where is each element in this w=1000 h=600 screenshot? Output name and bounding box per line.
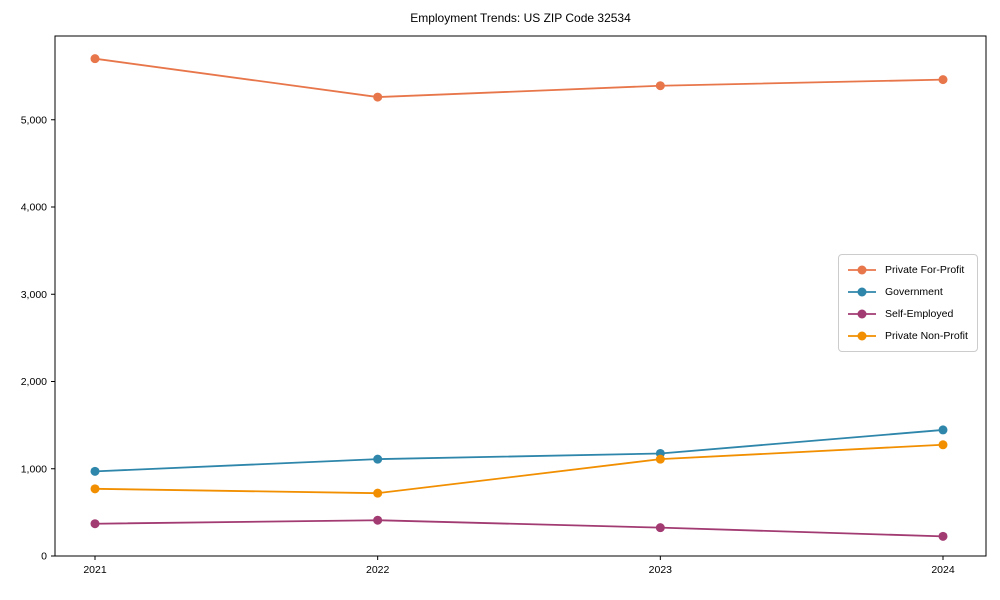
legend-label: Private For-Profit: [885, 264, 965, 276]
series-line-private-non-profit: [94, 443, 944, 495]
legend-marker-icon: [848, 309, 876, 319]
x-tick-label: 2023: [649, 564, 673, 576]
data-point-private-for-profit-2021: [90, 54, 100, 64]
legend-label: Private Non-Profit: [885, 330, 968, 342]
series-line-government: [94, 429, 944, 473]
data-point-private-non-profit-2024: [938, 440, 948, 450]
y-tick-label: 4,000: [21, 202, 47, 214]
y-tick-label: 1,000: [21, 463, 47, 475]
data-point-government-2024: [938, 425, 948, 435]
x-tick-label: 2021: [83, 564, 107, 576]
y-tick-label: 0: [41, 551, 47, 563]
legend-marker-icon: [848, 265, 876, 275]
data-point-self-employed-2022: [373, 515, 383, 525]
data-point-self-employed-2021: [90, 519, 100, 529]
data-point-private-for-profit-2024: [938, 75, 948, 85]
x-tick-label: 2024: [931, 564, 955, 576]
series-line-private-for-profit: [94, 57, 944, 98]
legend-item-private-for-profit: Private For-Profit: [847, 261, 969, 279]
data-point-government-2022: [373, 454, 383, 464]
data-point-self-employed-2024: [938, 531, 948, 541]
legend-marker-icon: [848, 287, 876, 297]
series-line-self-employed: [94, 519, 944, 538]
data-point-self-employed-2023: [655, 523, 665, 533]
y-tick-label: 2,000: [21, 376, 47, 388]
data-point-private-non-profit-2022: [373, 488, 383, 498]
data-point-private-for-profit-2022: [373, 92, 383, 102]
data-point-private-for-profit-2023: [655, 81, 665, 91]
legend: Private For-Profit Government Self-Employe…: [838, 254, 978, 352]
data-point-government-2021: [90, 466, 100, 476]
legend-marker-icon: [848, 331, 876, 341]
data-point-private-non-profit-2021: [90, 484, 100, 494]
legend-item-private-non-profit: Private Non-Profit: [847, 327, 969, 345]
legend-label: Self-Employed: [885, 308, 954, 320]
legend-item-government: Government: [847, 283, 969, 301]
data-point-private-non-profit-2023: [655, 454, 665, 464]
x-tick-label: 2022: [366, 564, 390, 576]
plot-border: [54, 35, 987, 557]
y-tick-label: 5,000: [21, 114, 47, 126]
legend-item-self-employed: Self-Employed: [847, 305, 969, 323]
legend-label: Government: [885, 286, 943, 298]
chart-title: Employment Trends: US ZIP Code 32534: [410, 11, 631, 25]
y-tick-label: 3,000: [21, 289, 47, 301]
